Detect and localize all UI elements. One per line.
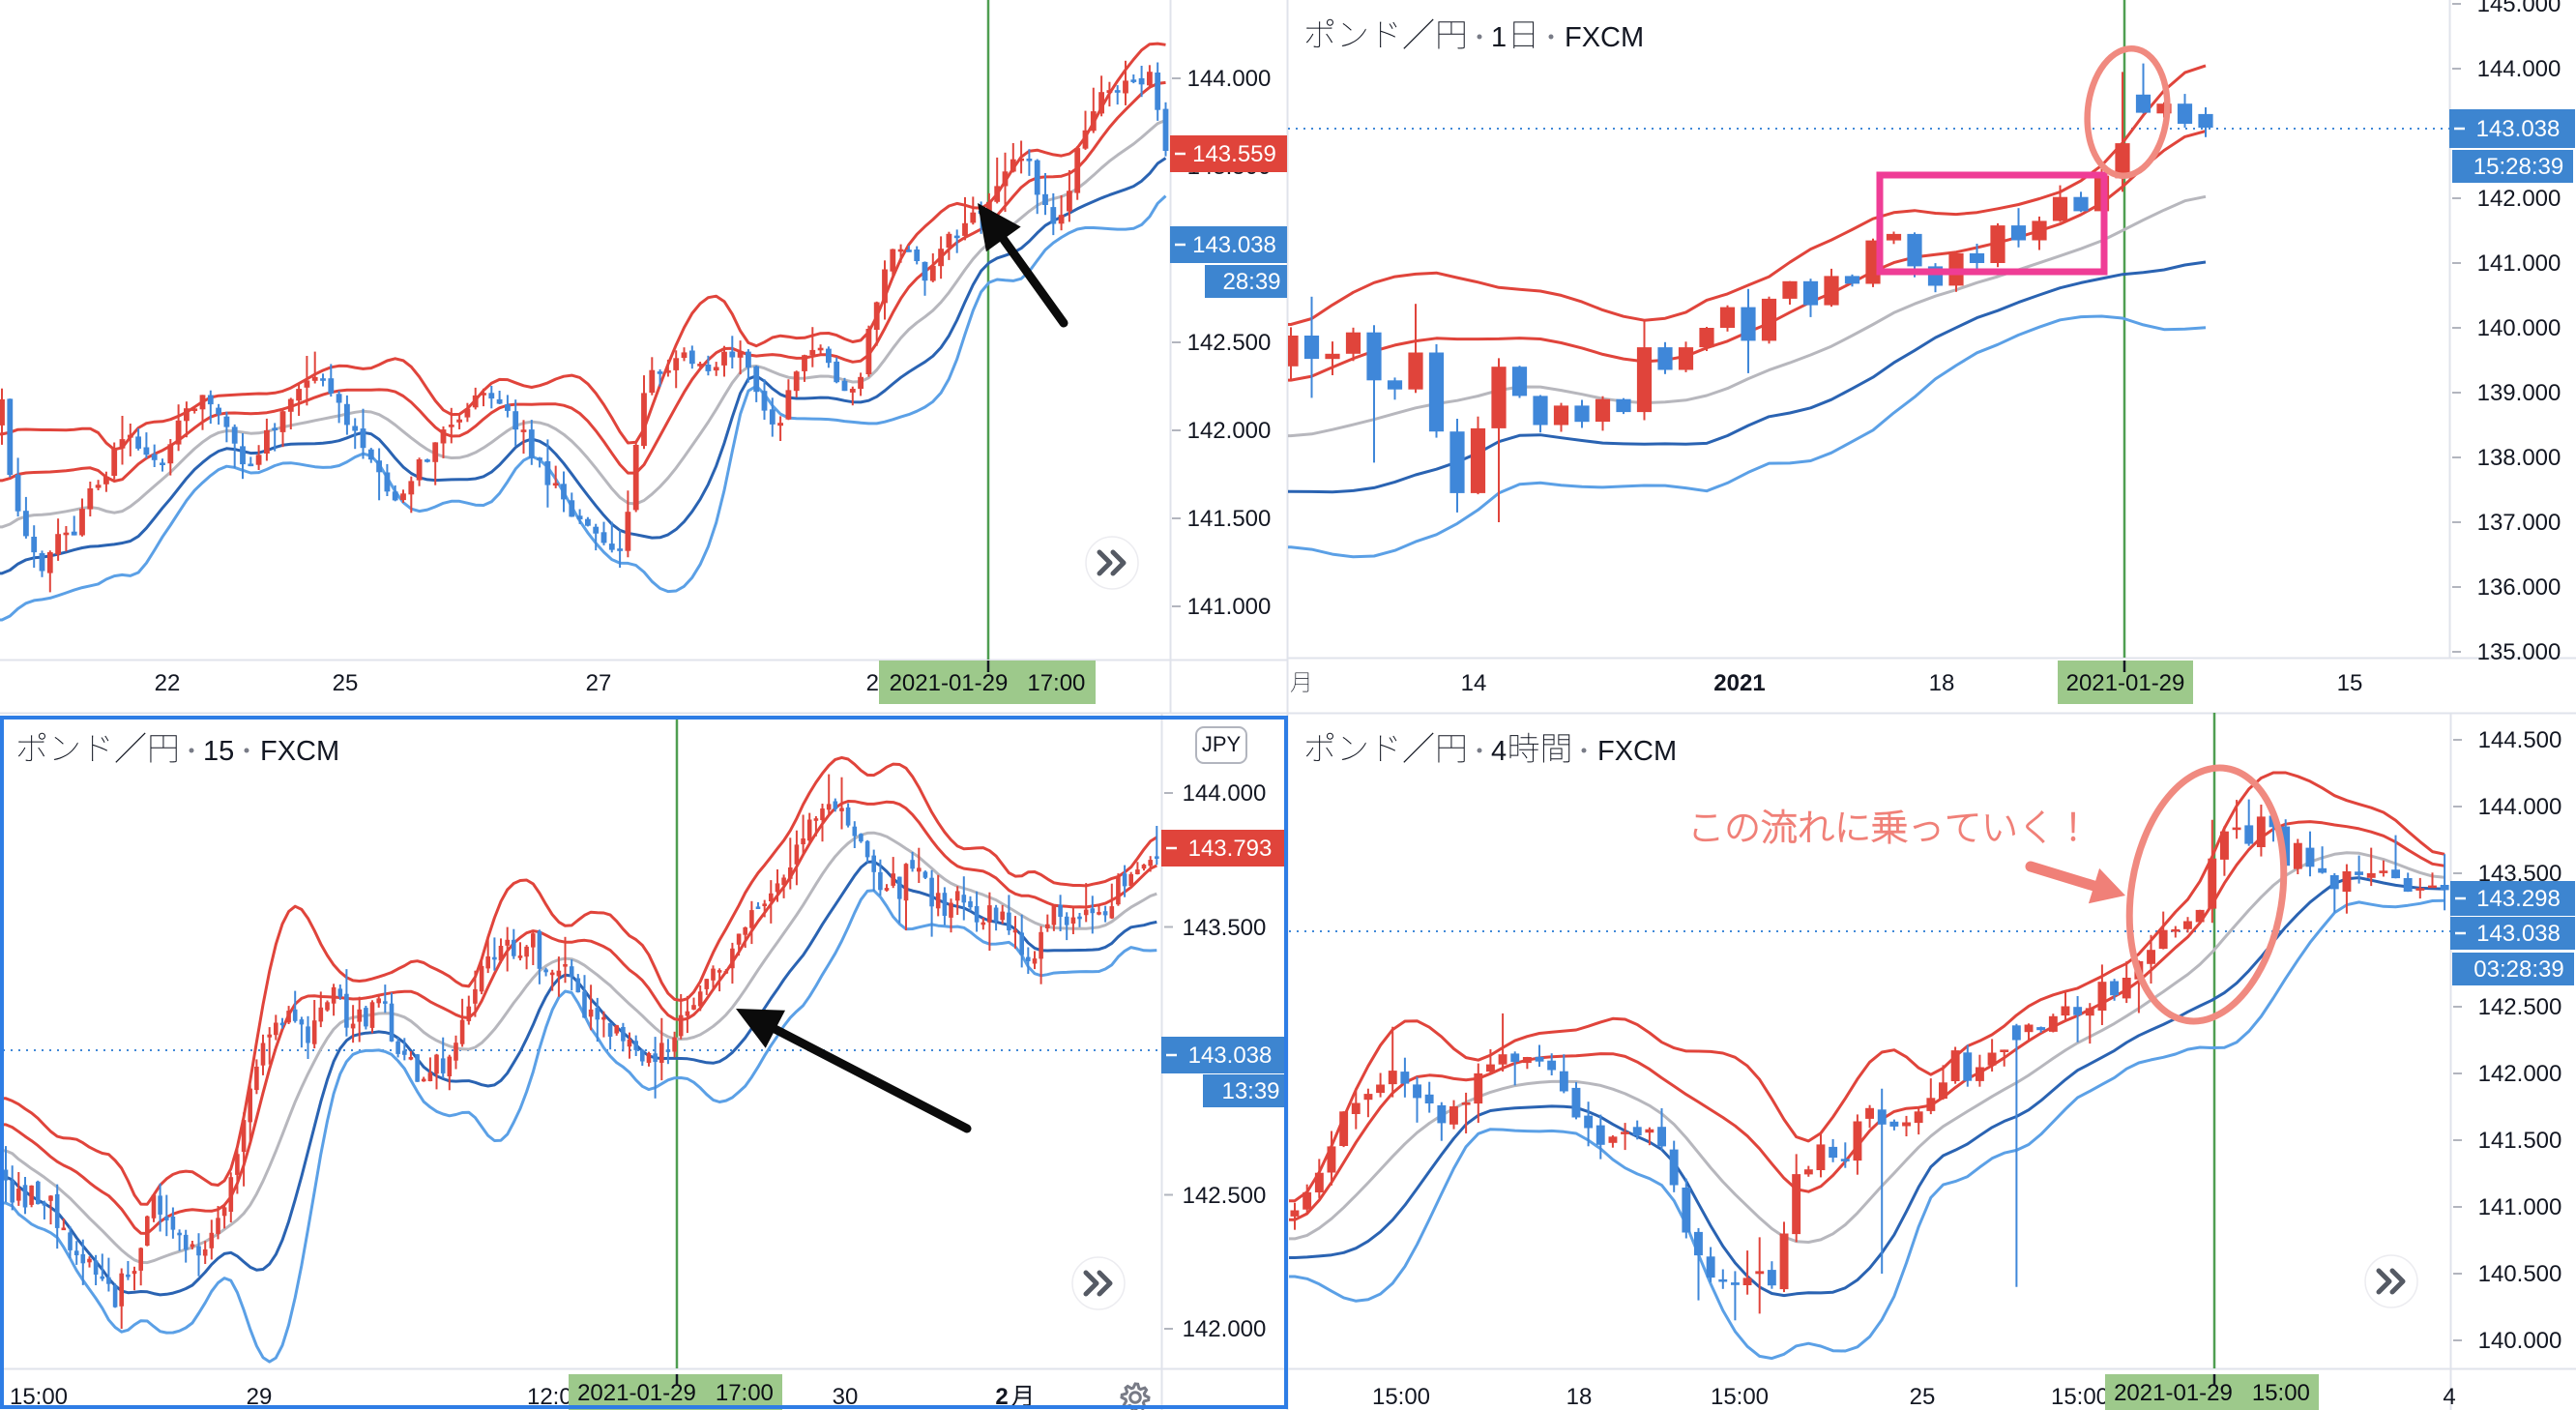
svg-text:137.000: 137.000 [2477,510,2561,536]
svg-text:144.000: 144.000 [1183,780,1267,807]
svg-text:143.500: 143.500 [1183,915,1267,941]
svg-text:2021-01-29: 2021-01-29 [2066,670,2185,696]
svg-text:143.038: 143.038 [2476,921,2561,947]
svg-text:FXCM: FXCM [1565,22,1644,53]
svg-text:140.000: 140.000 [2478,1328,2562,1354]
svg-text:28:39: 28:39 [1222,269,1280,295]
svg-text:15:00: 15:00 [1711,1384,1769,1410]
svg-text:2021-01-29 17:00: 2021-01-29 17:00 [577,1380,774,1406]
svg-text:142.000: 142.000 [1183,1316,1267,1342]
svg-text:143.793: 143.793 [1188,836,1273,862]
svg-text:14: 14 [1461,670,1487,696]
svg-text:13:39: 13:39 [1221,1078,1279,1104]
svg-text:4: 4 [1491,736,1507,767]
svg-text:2021-01-29 15:00: 2021-01-29 15:00 [2114,1380,2310,1406]
svg-text:18: 18 [1929,670,1955,696]
svg-text:15:00: 15:00 [2051,1384,2109,1410]
svg-text:27: 27 [586,670,612,696]
svg-text:143.559: 143.559 [1192,141,1276,167]
svg-text:2021: 2021 [1713,670,1765,696]
svg-text:15:00: 15:00 [1372,1384,1430,1410]
svg-text:15: 15 [203,736,234,767]
svg-text:141.000: 141.000 [1187,594,1272,620]
svg-text:136.000: 136.000 [2477,574,2561,601]
svg-text:138.000: 138.000 [2477,445,2561,471]
svg-text:144.500: 144.500 [2478,727,2562,753]
svg-text:25: 25 [1910,1384,1936,1410]
svg-text:143.038: 143.038 [1188,1043,1273,1069]
svg-text:141.500: 141.500 [2478,1128,2562,1154]
svg-text:143.038: 143.038 [2476,116,2561,142]
svg-text:144.000: 144.000 [2477,56,2561,82]
svg-text:142.500: 142.500 [1183,1183,1267,1209]
svg-text:142.000: 142.000 [2478,1061,2562,1087]
svg-text:JPY: JPY [1202,732,1242,756]
svg-text:135.000: 135.000 [2477,639,2561,665]
svg-text:143.038: 143.038 [1192,232,1276,258]
svg-text:144.000: 144.000 [1187,66,1272,92]
svg-text:143.298: 143.298 [2476,886,2561,912]
svg-text:142.000: 142.000 [1187,418,1272,444]
svg-text:25: 25 [333,670,359,696]
svg-text:141.000: 141.000 [2477,250,2561,277]
svg-text:142.000: 142.000 [2477,186,2561,212]
svg-text:15:28:39: 15:28:39 [2474,154,2563,180]
svg-text:2021-01-29 17:00: 2021-01-29 17:00 [890,670,1086,696]
svg-text:141.500: 141.500 [1187,506,1272,532]
svg-text:142.500: 142.500 [2478,994,2562,1020]
svg-text:140.500: 140.500 [2478,1261,2562,1287]
svg-text:140.000: 140.000 [2477,315,2561,341]
svg-text:139.000: 139.000 [2477,380,2561,406]
svg-text:15: 15 [2337,670,2363,696]
svg-text:4: 4 [2443,1384,2455,1410]
svg-text:18: 18 [1566,1384,1593,1410]
svg-text:144.000: 144.000 [2478,794,2562,820]
svg-text:145.000: 145.000 [2477,0,2561,17]
svg-text:FXCM: FXCM [260,736,339,767]
svg-text:142.500: 142.500 [1187,330,1272,356]
svg-text:03:28:39: 03:28:39 [2474,956,2563,983]
svg-text:141.000: 141.000 [2478,1194,2562,1220]
svg-text:2: 2 [995,1384,1008,1410]
svg-text:1: 1 [1491,22,1507,53]
svg-text:FXCM: FXCM [1597,736,1677,767]
svg-text:22: 22 [155,670,181,696]
